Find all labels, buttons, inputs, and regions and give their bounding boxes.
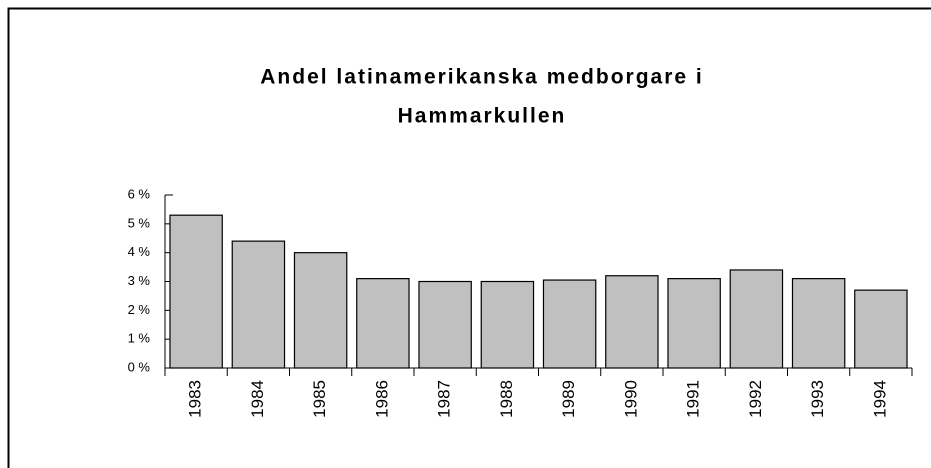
bar [169, 214, 223, 369]
x-tick-label: 1993 [808, 380, 827, 418]
bar [542, 279, 597, 369]
bar [356, 278, 410, 369]
x-tick-label: 1987 [435, 380, 454, 418]
bar [791, 278, 846, 369]
y-tick-label: 2 % [128, 302, 151, 317]
chart-frame [7, 7, 931, 468]
bar [854, 289, 908, 369]
y-tick-label: 3 % [128, 273, 151, 288]
x-tick-label: 1986 [372, 380, 391, 418]
y-tick-label: 4 % [128, 244, 151, 259]
x-tick-label: 1985 [310, 380, 329, 418]
y-tick-label: 6 % [128, 186, 151, 201]
bar [231, 240, 286, 369]
y-tick-label: 1 % [128, 331, 151, 346]
x-tick-label: 1994 [870, 380, 889, 418]
chart-title: Andel latinamerikanska medborgare i [260, 66, 703, 89]
y-tick-label: 0 % [128, 359, 151, 374]
bar [293, 252, 348, 369]
bar [418, 280, 472, 369]
y-tick-label: 5 % [128, 215, 151, 230]
x-tick-label: 1990 [621, 380, 640, 418]
x-tick-label: 1983 [186, 380, 205, 418]
bar [605, 275, 659, 369]
x-tick-label: 1991 [684, 380, 703, 418]
x-tick-label: 1992 [746, 380, 765, 418]
bar [480, 280, 535, 369]
chart-title: Hammarkullen [398, 105, 567, 128]
bar [729, 269, 784, 369]
bar [667, 278, 721, 369]
x-tick-label: 1984 [248, 380, 267, 418]
x-tick-label: 1988 [497, 380, 516, 418]
x-tick-label: 1989 [559, 380, 578, 418]
